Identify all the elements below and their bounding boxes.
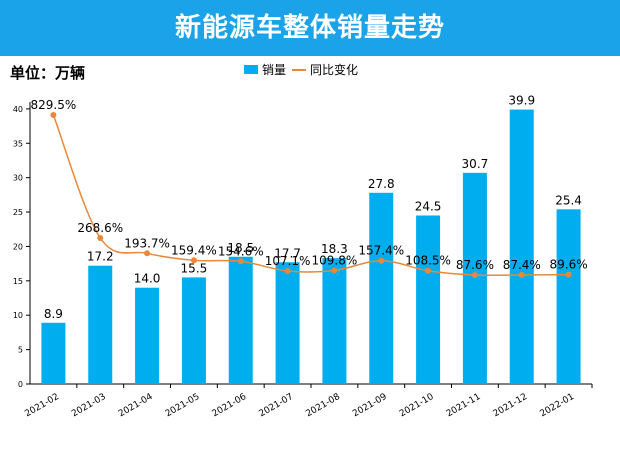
- yoy-value-label: 89.6%: [550, 258, 588, 272]
- yoy-point: [565, 271, 572, 278]
- bar: [322, 258, 347, 384]
- legend-bar-swatch: [244, 65, 258, 74]
- unit-label: 单位：万辆: [10, 64, 86, 82]
- bar-value-label: 18.5: [227, 241, 254, 255]
- y-tick-label: 15: [13, 277, 23, 286]
- chart-title: 新能源车整体销量走势: [174, 13, 445, 43]
- y-tick-label: 20: [13, 242, 23, 251]
- yoy-point: [284, 267, 291, 274]
- x-tick-labels: 2021-02 2021-03 2021-04 2021-05 2021-06 2021-…: [23, 392, 576, 420]
- x-tick-label: 2021-04: [117, 392, 155, 420]
- yoy-value-label: 157.4%: [358, 244, 404, 258]
- yoy-point: [237, 258, 244, 265]
- bar-value-label: 14.0: [134, 272, 161, 286]
- yoy-value-label: 87.6%: [456, 258, 494, 272]
- bar-value-label: 17.2: [87, 250, 114, 264]
- axes: 0 5 10 15 20 25 30 35 40: [13, 102, 593, 389]
- yoy-point: [190, 257, 197, 264]
- yoy-value-label: 193.7%: [124, 236, 170, 250]
- yoy-value-label: 154.6%: [218, 244, 264, 258]
- yoy-point: [425, 267, 432, 274]
- yoy-value-label: 268.6%: [77, 221, 123, 235]
- x-tick-label: 2021-03: [70, 392, 108, 419]
- y-tick-label: 35: [13, 139, 23, 148]
- bar: [135, 287, 160, 384]
- yoy-point: [378, 257, 385, 264]
- bar-value-label: 30.7: [462, 157, 489, 171]
- yoy-value-label: 87.4%: [503, 258, 541, 272]
- yoy-point: [518, 272, 525, 279]
- bar-value-label: 27.8: [368, 177, 395, 191]
- bar: [88, 265, 113, 384]
- bar-value-label: 18.3: [321, 242, 348, 256]
- yoy-value-label: 108.5%: [405, 254, 451, 268]
- bar: [41, 322, 66, 384]
- bar: [462, 172, 487, 384]
- y-tick-label: 40: [13, 105, 23, 114]
- yoy-point: [97, 235, 104, 241]
- bar-value-label: 17.7: [274, 246, 301, 260]
- x-tick-label: 2021-10: [398, 392, 436, 420]
- bar: [181, 277, 206, 384]
- bar-value-label: 39.9: [508, 94, 535, 108]
- bar-value-label: 25.4: [555, 193, 582, 207]
- yoy-point: [331, 267, 338, 274]
- bar-value-labels: 8.9 17.2 14.0 15.5 18.5 17.7 18.3 27.8 24.5 30.7 3…: [44, 94, 582, 321]
- yoy-value-label: 829.5%: [31, 98, 77, 112]
- bar: [416, 215, 441, 384]
- bar: [275, 262, 300, 384]
- yoy-value-label: 109.8%: [312, 253, 358, 267]
- yoy-value-label: 159.4%: [171, 243, 217, 257]
- x-tick-label: 2021-12: [492, 392, 530, 419]
- x-tick-label: 2021-06: [211, 392, 249, 420]
- x-tick-label: 2021-08: [304, 392, 342, 420]
- bar-value-label: 24.5: [415, 199, 442, 213]
- yoy-line: [50, 112, 572, 279]
- x-tick-label: 2022-01: [539, 392, 577, 419]
- legend-label-sales: 销量: [262, 63, 286, 77]
- title-banner: [0, 0, 620, 56]
- bar-value-label: 8.9: [44, 307, 63, 321]
- legend: 销量 同比变化: [244, 62, 358, 77]
- x-tick-label: 2021-07: [258, 392, 296, 419]
- x-tick-label: 2021-05: [164, 392, 202, 419]
- yoy-point: [50, 112, 57, 118]
- bar: [509, 109, 534, 384]
- y-tick-label: 10: [13, 311, 23, 320]
- x-tick-label: 2021-09: [351, 392, 389, 420]
- yoy-point: [144, 250, 151, 257]
- yoy-value-label: 107.1%: [265, 254, 311, 268]
- bar: [369, 192, 394, 384]
- yoy-line-path: [52, 114, 569, 277]
- y-tick-label: 25: [13, 208, 23, 217]
- bar-value-label: 15.5: [181, 261, 208, 275]
- x-tick-label: 2021-11: [445, 392, 483, 419]
- y-tick-label: 0: [18, 380, 23, 389]
- bar: [556, 209, 581, 384]
- y-tick-label: 30: [13, 174, 23, 183]
- yoy-point: [471, 271, 478, 278]
- x-tick-label: 2021-02: [23, 392, 61, 419]
- bar: [228, 256, 253, 384]
- y-tick-label: 5: [18, 346, 23, 355]
- bars: [41, 109, 581, 384]
- yoy-value-labels: 829.5% 268.6%193.7%159.4% 154.6%107.1% 109.…: [31, 98, 588, 272]
- legend-label-yoy: 同比变化: [310, 62, 358, 77]
